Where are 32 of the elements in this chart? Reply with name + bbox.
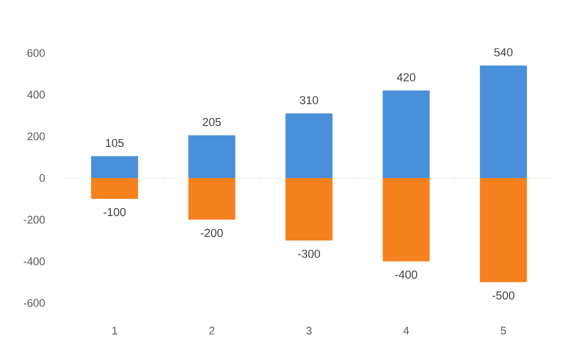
bar — [286, 178, 332, 240]
y-tick-label: -200 — [24, 216, 45, 224]
data-label: -200 — [200, 228, 223, 237]
data-label: -500 — [492, 291, 514, 300]
bar — [188, 178, 236, 220]
x-tick-label: 3 — [306, 326, 312, 335]
x-tick-label: 1 — [112, 326, 118, 334]
x-tick-label: 5 — [500, 326, 506, 334]
y-tick-label: 600 — [28, 49, 45, 57]
bar — [91, 156, 138, 178]
y-tick-label: -400 — [24, 257, 45, 266]
data-label: -100 — [104, 208, 126, 216]
data-label: 205 — [202, 118, 221, 126]
data-label: 420 — [396, 73, 416, 82]
data-label: -400 — [395, 270, 418, 279]
y-tick-label: 0 — [40, 174, 45, 182]
y-tick-label: -600 — [24, 299, 45, 307]
bar — [480, 66, 527, 178]
bar — [286, 113, 332, 178]
data-label: 540 — [494, 48, 513, 56]
data-label: 310 — [300, 96, 318, 104]
bar — [188, 135, 236, 178]
bar — [480, 178, 527, 282]
x-tick-label: 4 — [403, 326, 409, 334]
y-tick-label: 400 — [27, 90, 45, 99]
bar — [91, 178, 138, 199]
data-label: -300 — [298, 250, 320, 258]
bar — [382, 90, 430, 178]
bar — [382, 178, 430, 262]
x-tick-label: 2 — [209, 326, 214, 334]
y-tick-label: 200 — [27, 132, 45, 140]
data-label: 105 — [106, 138, 124, 147]
